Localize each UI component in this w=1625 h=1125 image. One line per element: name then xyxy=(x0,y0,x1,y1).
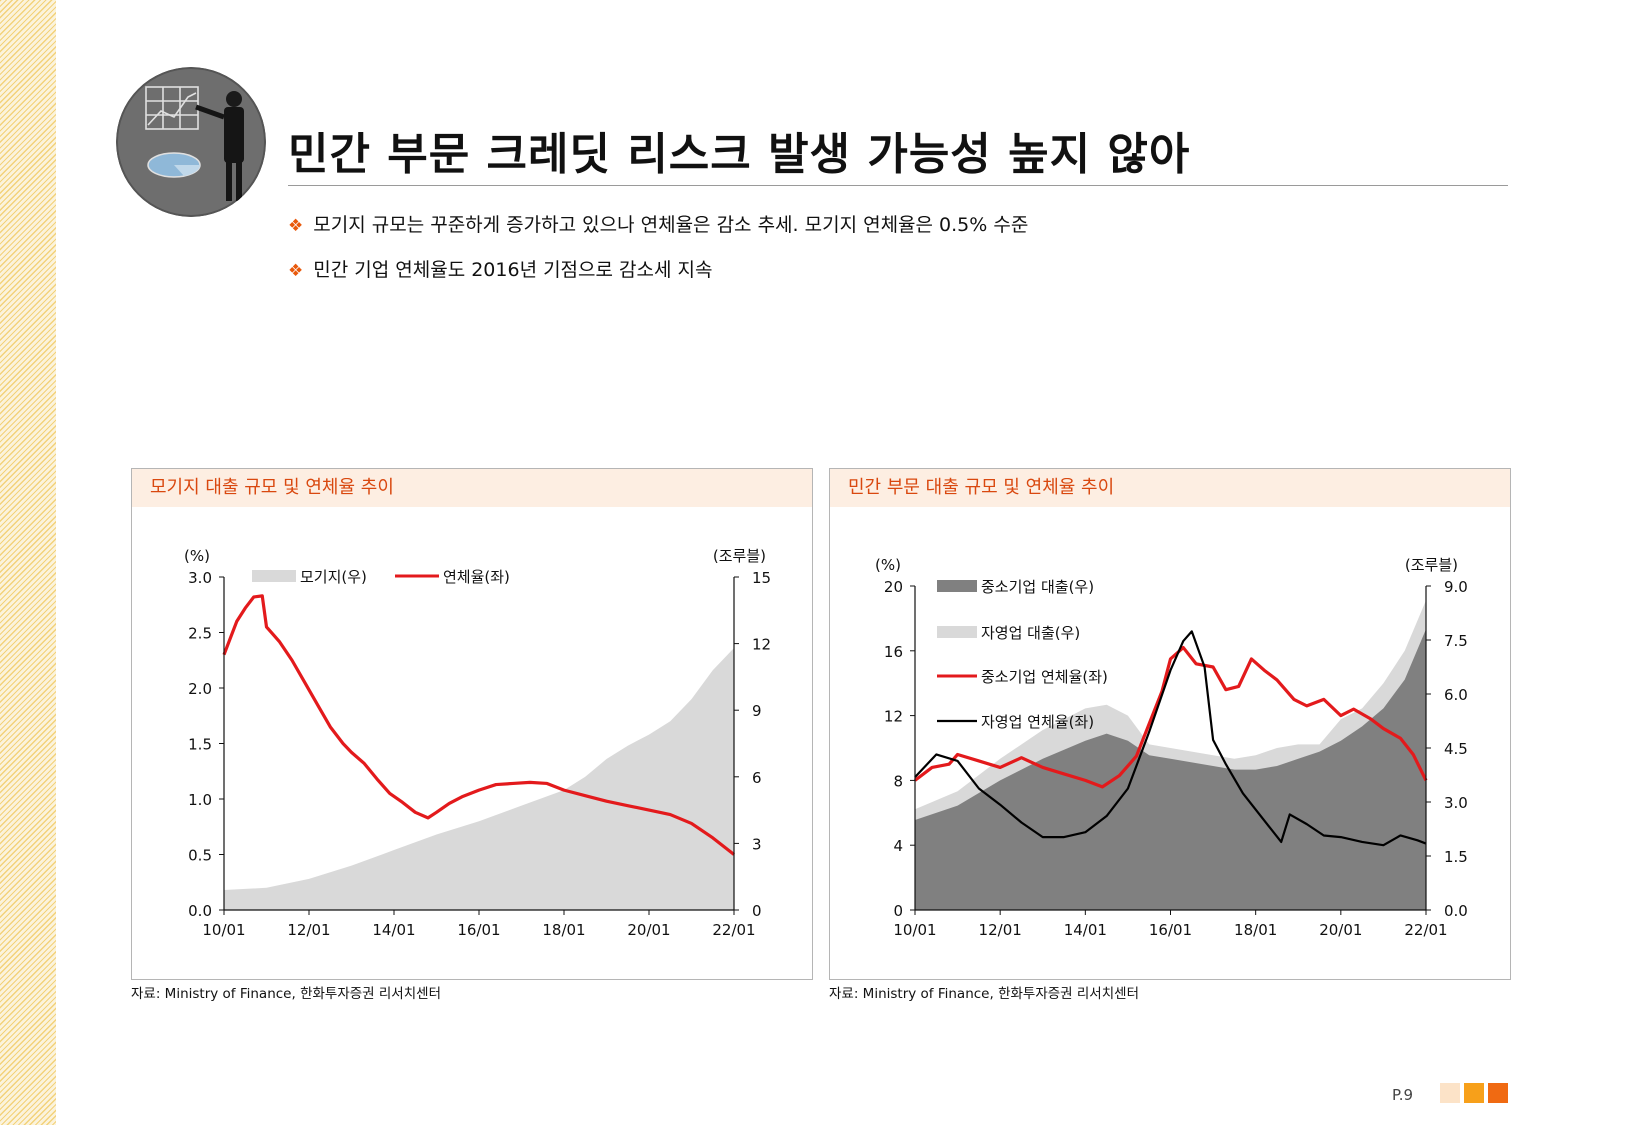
diamond-bullet-icon: ❖ xyxy=(288,261,304,281)
line-series xyxy=(914,630,1427,847)
diamond-bullet-icon: ❖ xyxy=(288,216,304,236)
bullet-item: ❖ 민간 기업 연체율도 2016년 기점으로 감소세 지속 xyxy=(288,255,712,282)
legend-label: 자영업 대출(우) xyxy=(981,624,1080,642)
x-tick-label: 18/01 xyxy=(542,921,585,939)
x-tick-label: 20/01 xyxy=(1319,921,1362,939)
right-unit-label: (조루블) xyxy=(1405,556,1458,574)
chart-header: 민간 부문 대출 규모 및 연체율 추이 xyxy=(830,469,1510,507)
page-number: P.9 xyxy=(1392,1086,1414,1104)
legend-label: 중소기업 대출(우) xyxy=(981,578,1094,596)
x-tick-label: 20/01 xyxy=(627,921,670,939)
left-tick-label: 8 xyxy=(893,772,903,790)
x-tick-label: 18/01 xyxy=(1234,921,1277,939)
legend-label: 연체율(좌) xyxy=(443,568,510,586)
right-tick-label: 6.0 xyxy=(1444,686,1468,704)
page-marker-dark xyxy=(1488,1083,1508,1103)
right-tick-label: 7.5 xyxy=(1444,632,1468,650)
x-tick-label: 10/01 xyxy=(202,921,245,939)
right-tick-label: 4.5 xyxy=(1444,740,1468,758)
right-tick-label: 9 xyxy=(752,702,762,720)
x-tick-label: 16/01 xyxy=(1149,921,1192,939)
left-tick-label: 4 xyxy=(893,837,903,855)
left-tick-label: 16 xyxy=(884,643,903,661)
legend-swatch xyxy=(937,580,977,592)
area-series xyxy=(224,648,734,910)
left-tick-label: 0.5 xyxy=(188,847,212,865)
page-title: 민간 부문 크레딧 리스크 발생 가능성 높지 않아 xyxy=(288,129,1191,180)
x-tick-label: 10/01 xyxy=(893,921,936,939)
decorative-stripe xyxy=(0,0,56,1125)
left-tick-label: 2.5 xyxy=(188,625,212,643)
x-tick-label: 14/01 xyxy=(372,921,415,939)
left-tick-label: 1.0 xyxy=(188,791,212,809)
left-tick-label: 0.0 xyxy=(188,902,212,920)
legend-swatch xyxy=(937,626,977,638)
right-tick-label: 3.0 xyxy=(1444,794,1468,812)
right-unit-label: (조루블) xyxy=(713,547,766,565)
legend-label: 중소기업 연체율(좌) xyxy=(981,668,1108,686)
left-unit-label: (%) xyxy=(184,547,210,565)
line-series xyxy=(914,645,1428,789)
title-divider xyxy=(288,185,1508,186)
left-tick-label: 12 xyxy=(884,708,903,726)
legend-label: 모기지(우) xyxy=(300,568,367,586)
right-tick-label: 0 xyxy=(752,902,762,920)
bullet-text: 민간 기업 연체율도 2016년 기점으로 감소세 지속 xyxy=(313,259,713,281)
page-marker-mid xyxy=(1464,1083,1484,1103)
legend-swatch xyxy=(252,570,296,582)
legend-label: 자영업 연체율(좌) xyxy=(981,713,1094,731)
left-tick-label: 2.0 xyxy=(188,680,212,698)
x-tick-label: 14/01 xyxy=(1064,921,1107,939)
right-tick-label: 1.5 xyxy=(1444,848,1468,866)
right-tick-label: 6 xyxy=(752,769,762,787)
bullet-text: 모기지 규모는 꾸준하게 증가하고 있으나 연체율은 감소 추세. 모기지 연체… xyxy=(313,214,1029,236)
private-sector-chart: 0 4 8 12 16 20 0.0 1.5 3.0 4.5 6.0 7.5 9.0 10/01 12/01… xyxy=(875,556,1468,939)
left-tick-label: 0 xyxy=(893,902,903,920)
page-marker-light xyxy=(1440,1083,1460,1103)
x-tick-label: 22/01 xyxy=(712,921,755,939)
x-tick-label: 22/01 xyxy=(1404,921,1447,939)
mortgage-chart-panel: 모기지 대출 규모 및 연체율 추이 0.0 0.5 1.0 1.5 2.0 2.5 3.0… xyxy=(131,468,813,980)
line-series xyxy=(222,594,735,856)
left-tick-label: 1.5 xyxy=(188,736,212,754)
x-tick-label: 12/01 xyxy=(287,921,330,939)
bullet-item: ❖ 모기지 규모는 꾸준하게 증가하고 있으나 연체율은 감소 추세. 모기지 연… xyxy=(288,210,1028,237)
right-tick-label: 12 xyxy=(752,636,771,654)
private-sector-chart-panel: 민간 부문 대출 규모 및 연체율 추이 0 4 8 12 16 20 0.0 1.5 3.0 4… xyxy=(829,468,1511,980)
source-note: 자료: Ministry of Finance, 한화투자증권 리서치센터 xyxy=(829,986,1139,1002)
area-series xyxy=(915,629,1426,910)
x-tick-label: 12/01 xyxy=(979,921,1022,939)
right-tick-label: 0.0 xyxy=(1444,902,1468,920)
right-tick-label: 9.0 xyxy=(1444,578,1468,596)
right-tick-label: 15 xyxy=(752,569,771,587)
left-tick-label: 3.0 xyxy=(188,569,212,587)
left-unit-label: (%) xyxy=(875,556,901,574)
right-tick-label: 3 xyxy=(752,835,762,853)
mortgage-chart: 0.0 0.5 1.0 1.5 2.0 2.5 3.0 0 3 6 9 12 15 10/01 12/01 1… xyxy=(184,547,771,939)
x-tick-label: 16/01 xyxy=(457,921,500,939)
left-tick-label: 20 xyxy=(884,578,903,596)
source-note: 자료: Ministry of Finance, 한화투자증권 리서치센터 xyxy=(131,986,441,1002)
chart-header: 모기지 대출 규모 및 연체율 추이 xyxy=(132,469,812,507)
presenter-illustration xyxy=(116,67,266,217)
